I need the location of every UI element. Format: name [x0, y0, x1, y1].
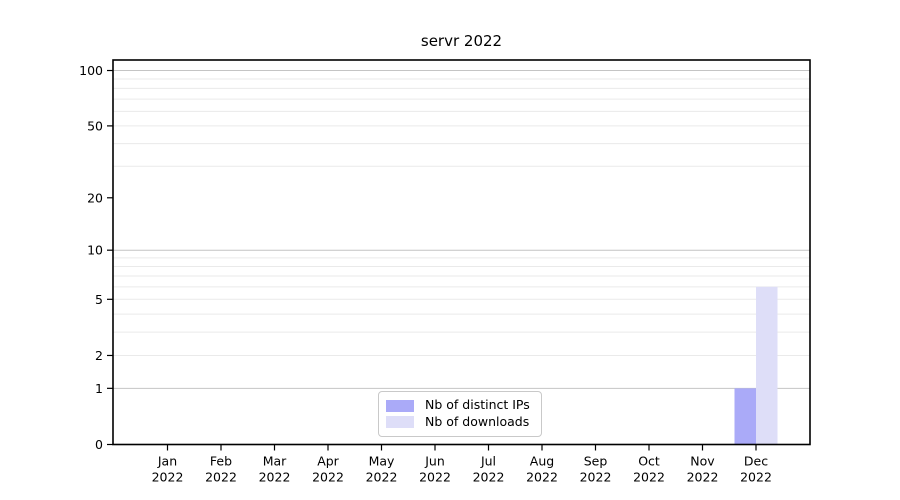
x-tick-label-month: Nov [690, 454, 715, 469]
x-tick-label-year: 2022 [633, 470, 665, 485]
x-tick-label-year: 2022 [366, 470, 398, 485]
x-tick-label-month: Dec [744, 454, 768, 469]
legend-label-distinct-ips: Nb of distinct IPs [425, 397, 530, 413]
x-tick-label-year: 2022 [740, 470, 772, 485]
x-tick-label-month: Jul [480, 454, 496, 469]
y-tick-label: 2 [95, 348, 103, 363]
x-tick-label-month: Sep [584, 454, 608, 469]
x-tick-label-year: 2022 [312, 470, 344, 485]
x-tick-label-year: 2022 [205, 470, 237, 485]
x-tick-label-year: 2022 [687, 470, 719, 485]
x-tick-label-year: 2022 [152, 470, 184, 485]
legend-item-distinct-ips: Nb of distinct IPs [386, 399, 534, 412]
bar-dec-series0 [734, 388, 756, 445]
x-tick-label-year: 2022 [259, 470, 291, 485]
y-tick-label: 0 [95, 437, 103, 452]
y-tick-label: 50 [87, 118, 103, 133]
x-tick-label-month: Apr [317, 454, 339, 469]
legend-swatch-distinct-ips [386, 399, 414, 412]
chart-title: servr 2022 [420, 32, 503, 50]
x-tick-label-year: 2022 [526, 470, 558, 485]
y-tick-label: 20 [87, 190, 103, 205]
x-tick-label-year: 2022 [473, 470, 505, 485]
x-tick-label-month: Jan [157, 454, 177, 469]
x-tick-label-month: May [369, 454, 395, 469]
x-tick-label-month: Feb [210, 454, 232, 469]
x-tick-label-year: 2022 [580, 470, 612, 485]
legend-swatch-downloads [386, 416, 414, 429]
legend: Nb of distinct IPs Nb of downloads [378, 391, 542, 437]
y-tick-label: 1 [95, 381, 103, 396]
legend-label-downloads: Nb of downloads [425, 414, 530, 430]
x-tick-label-year: 2022 [419, 470, 451, 485]
plot-spines [112, 59, 811, 446]
bar-dec-series1 [756, 286, 778, 445]
x-tick-label-month: Oct [638, 454, 660, 469]
legend-item-downloads: Nb of downloads [386, 416, 534, 429]
y-tick-label: 100 [79, 63, 103, 78]
x-tick-label-month: Mar [263, 454, 287, 469]
x-tick-label-month: Jun [424, 454, 445, 469]
y-tick-label: 5 [95, 292, 103, 307]
x-tick-label-month: Aug [530, 454, 554, 469]
y-tick-label: 10 [87, 243, 103, 258]
